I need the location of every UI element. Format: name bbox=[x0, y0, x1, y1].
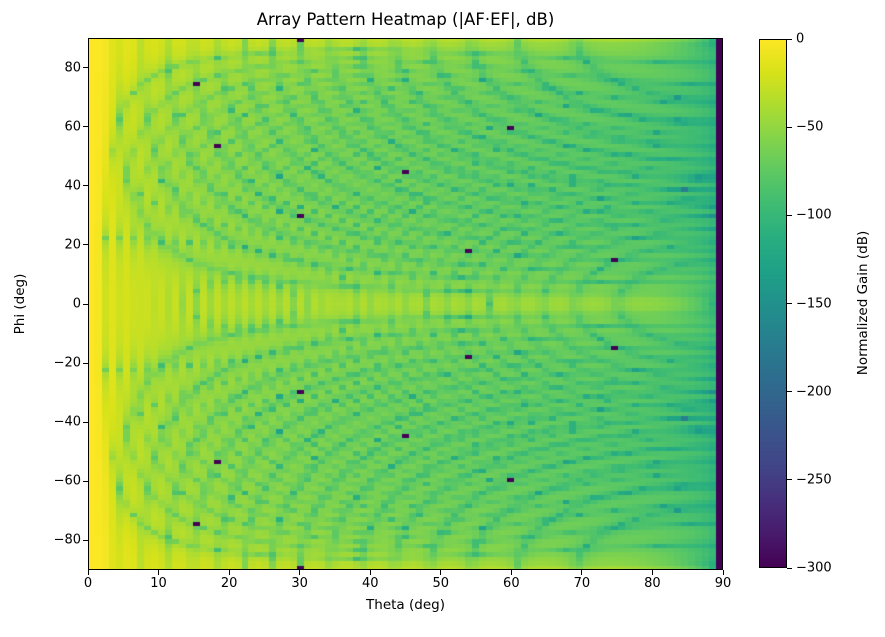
colorbar-tick-label: −200 bbox=[796, 384, 832, 400]
colorbar-tick-label: −50 bbox=[796, 119, 824, 135]
chart-title: Array Pattern Heatmap (|AF·EF|, dB) bbox=[256, 10, 555, 29]
x-tick-label: 90 bbox=[714, 576, 732, 591]
x-tick-label: 10 bbox=[150, 576, 167, 591]
y-tick-label: 20 bbox=[64, 237, 81, 253]
y-tick-label: 40 bbox=[64, 178, 81, 194]
x-tick-mark bbox=[228, 570, 230, 575]
colorbar-tick-mark bbox=[787, 38, 792, 40]
y-tick-mark bbox=[83, 303, 88, 305]
y-tick-label: −80 bbox=[53, 532, 81, 548]
colorbar-tick-label: −150 bbox=[796, 296, 832, 311]
x-tick-mark bbox=[299, 570, 301, 575]
y-tick-mark bbox=[83, 126, 88, 128]
colorbar-tick-mark bbox=[787, 479, 792, 481]
colorbar-tick-label: 0 bbox=[796, 31, 805, 47]
x-tick-mark bbox=[510, 570, 512, 575]
y-tick-mark bbox=[83, 539, 88, 541]
x-tick-label: 50 bbox=[432, 576, 450, 591]
y-tick-label: −20 bbox=[53, 355, 81, 371]
y-tick-label: 0 bbox=[72, 296, 81, 312]
x-tick-label: 40 bbox=[361, 576, 379, 591]
colorbar-tick-label: −300 bbox=[796, 560, 832, 576]
x-tick-label: 80 bbox=[644, 576, 661, 591]
heatmap-image bbox=[88, 38, 723, 570]
y-tick-label: 60 bbox=[64, 119, 81, 135]
x-tick-label: 0 bbox=[83, 576, 93, 591]
colorbar-tick-mark bbox=[787, 391, 792, 393]
x-axis-label: Theta (deg) bbox=[366, 597, 445, 613]
y-tick-mark bbox=[83, 362, 88, 364]
x-tick-label: 20 bbox=[220, 576, 238, 591]
x-tick-mark bbox=[651, 570, 653, 575]
x-tick-label: 30 bbox=[291, 576, 308, 591]
colorbar-tick-mark bbox=[787, 567, 792, 569]
x-tick-label: 70 bbox=[573, 576, 591, 591]
y-tick-label: −60 bbox=[53, 473, 81, 489]
colorbar-tick-mark bbox=[787, 214, 792, 216]
colorbar-tick-label: −100 bbox=[796, 207, 832, 223]
x-tick-mark bbox=[369, 570, 371, 575]
y-tick-mark bbox=[83, 480, 88, 482]
x-tick-mark bbox=[158, 570, 160, 575]
x-tick-mark bbox=[440, 570, 442, 575]
x-tick-mark bbox=[581, 570, 583, 575]
y-tick-label: 80 bbox=[64, 60, 81, 76]
x-tick-mark bbox=[87, 570, 89, 575]
colorbar-gradient bbox=[759, 39, 787, 568]
colorbar-tick-label: −250 bbox=[796, 472, 832, 488]
colorbar-tick-mark bbox=[787, 126, 792, 128]
y-tick-mark bbox=[83, 244, 88, 246]
y-tick-mark bbox=[83, 185, 88, 187]
x-tick-mark bbox=[722, 570, 724, 575]
y-tick-mark bbox=[83, 67, 88, 69]
x-tick-label: 60 bbox=[503, 576, 520, 591]
y-tick-mark bbox=[83, 421, 88, 423]
colorbar-tick-mark bbox=[787, 303, 792, 304]
colorbar-label: Normalized Gain (dB) bbox=[855, 230, 871, 376]
y-tick-label: −40 bbox=[53, 414, 81, 430]
